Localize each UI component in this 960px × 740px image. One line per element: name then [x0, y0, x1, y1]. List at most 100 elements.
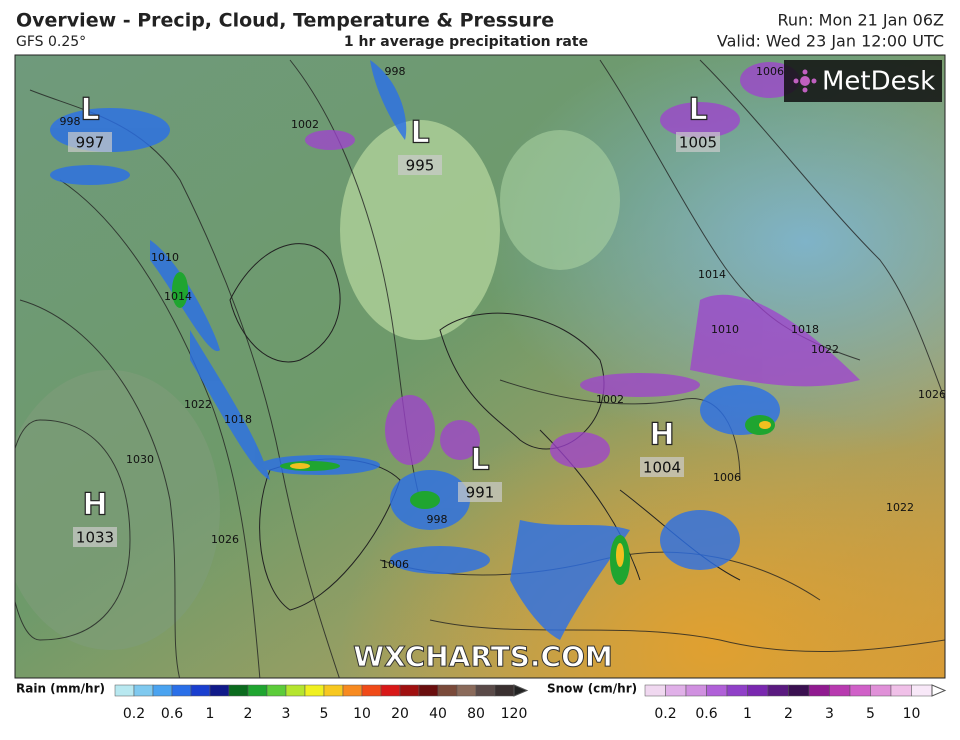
center-symbol: L: [80, 93, 99, 128]
isobar-label: 1014: [164, 290, 192, 303]
snow-swatch: [849, 684, 871, 697]
isobar-label: 998: [385, 65, 406, 78]
snow-tick: 0.2: [654, 706, 676, 722]
isobar-label: 1030: [126, 453, 154, 466]
logo: MetDesk: [822, 67, 935, 97]
rain-swatch: [209, 684, 230, 697]
isobar-label: 998: [60, 115, 81, 128]
center-box: [458, 482, 502, 502]
center-symbol: L: [410, 116, 429, 151]
rain-arrow: [513, 684, 529, 697]
rain-swatch: [247, 684, 268, 697]
snow-swatch: [747, 684, 769, 697]
watermark: WXCHARTS.COM: [353, 640, 613, 673]
rain-tick: 80: [467, 706, 485, 722]
isobar-label: 1022: [886, 501, 914, 514]
rain-tick: 0.6: [161, 706, 183, 722]
isobar-label: 1002: [291, 118, 319, 131]
rain-tick: 5: [320, 706, 329, 722]
isobar-label: 998: [427, 513, 448, 526]
center-box: [398, 155, 442, 175]
title: Overview - Precip, Cloud, Temperature & …: [16, 10, 554, 32]
rain-swatch: [228, 684, 249, 697]
center-box: [68, 132, 112, 152]
snow-swatch: [644, 684, 666, 697]
subtitle: 1 hr average precipitation rate: [344, 34, 588, 50]
center-box: [640, 457, 684, 477]
rain-swatch: [133, 684, 154, 697]
rain-swatch: [437, 684, 458, 697]
rain-swatch: [285, 684, 306, 697]
model: GFS 0.25°: [16, 34, 86, 50]
isobar-label: 1002: [596, 393, 624, 406]
center-value: 991: [466, 484, 495, 502]
snow-swatch: [726, 684, 748, 697]
rain-swatch: [361, 684, 382, 697]
center-symbol: L: [470, 443, 489, 478]
isobar-label: 1006: [713, 471, 741, 484]
center-box: [73, 527, 117, 547]
snow-swatch: [685, 684, 707, 697]
rain-swatch: [114, 684, 135, 697]
rain-tick: 20: [391, 706, 409, 722]
rain-swatch: [323, 684, 344, 697]
rain-swatch: [418, 684, 439, 697]
isobar-label: 1006: [381, 558, 409, 571]
isobar-label: 1022: [184, 398, 212, 411]
rain-swatch: [399, 684, 420, 697]
snow-tick: 10: [903, 706, 921, 722]
center-value: 997: [76, 134, 105, 152]
snow-swatch: [767, 684, 789, 697]
isobar-label: 1026: [918, 388, 946, 401]
snow-swatch: [911, 684, 933, 697]
valid: Valid: Wed 23 Jan 12:00 UTC: [717, 32, 944, 51]
rain-tick: 120: [501, 706, 528, 722]
isobar-label: 1010: [151, 251, 179, 264]
snow-tick: 3: [825, 706, 834, 722]
rain-label: Rain (mm/hr): [16, 682, 105, 696]
rain-swatch: [380, 684, 401, 697]
center-symbol: H: [649, 418, 674, 453]
rain-swatch: [190, 684, 211, 697]
rain-swatch: [342, 684, 363, 697]
snow-swatch: [788, 684, 810, 697]
center-box: [676, 132, 720, 152]
map: L 997 L 995 L 1005 L 991 H 1004 H 1033 998 1002 998 10…: [15, 55, 946, 678]
rain-tick: 0.2: [123, 706, 145, 722]
snow-swatch: [665, 684, 687, 697]
snow-label: Snow (cm/hr): [547, 682, 637, 696]
rain-tick: 10: [353, 706, 371, 722]
snow-arrow: [931, 684, 947, 697]
rain-swatch: [171, 684, 192, 697]
snow-tick: 5: [866, 706, 875, 722]
rain-swatch: [494, 684, 515, 697]
map-frame: [14, 54, 946, 679]
rain-swatch: [152, 684, 173, 697]
isobar-label: 1018: [224, 413, 252, 426]
rain-tick: 2: [244, 706, 253, 722]
rain-swatch: [304, 684, 325, 697]
snow-swatch: [706, 684, 728, 697]
snow-swatch: [890, 684, 912, 697]
rain-swatch: [266, 684, 287, 697]
snow-swatch: [808, 684, 830, 697]
isobar-label: 1006: [756, 65, 784, 78]
isobar-label: 1022: [811, 343, 839, 356]
center-value: 1005: [679, 134, 717, 152]
center-value: 1004: [643, 459, 681, 477]
snow-tick: 2: [784, 706, 793, 722]
isobar-label: 1018: [791, 323, 819, 336]
snow-swatch: [829, 684, 851, 697]
isobar-label: 1014: [698, 268, 726, 281]
snow-swatch: [870, 684, 892, 697]
isobar-label: 1010: [711, 323, 739, 336]
snow-tick: 0.6: [695, 706, 717, 722]
rain-swatch: [475, 684, 496, 697]
rain-swatch: [456, 684, 477, 697]
snow-tick: 1: [743, 706, 752, 722]
run: Run: Mon 21 Jan 06Z: [778, 11, 945, 30]
center-value: 1033: [76, 529, 114, 547]
rain-tick: 1: [206, 706, 215, 722]
center-symbol: L: [688, 93, 707, 128]
